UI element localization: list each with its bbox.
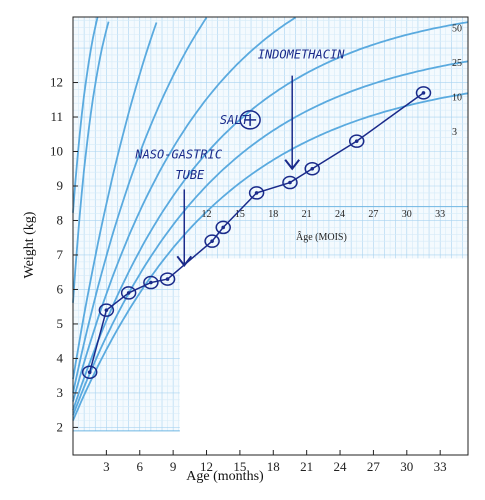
x-tick-label: 33 xyxy=(434,459,447,474)
x-tick-label: 3 xyxy=(103,459,110,474)
x-tick-label: 18 xyxy=(267,459,280,474)
data-point-ring xyxy=(282,175,298,190)
inset-tick-label: 15 xyxy=(235,209,245,220)
annotation-label: INDOMETHACIN xyxy=(258,47,345,61)
y-tick-label: 9 xyxy=(57,178,64,193)
y-tick-label: 2 xyxy=(57,419,64,434)
percentile-curve xyxy=(72,60,469,416)
annotation-label: NASO-GASTRIC xyxy=(134,147,222,161)
y-tick-label: 6 xyxy=(57,281,64,296)
chart-grid xyxy=(72,17,469,432)
percentile-label: 10 xyxy=(452,92,462,103)
percentile-label: 25 xyxy=(452,58,462,69)
y-axis-title: Weight (kg) xyxy=(22,211,37,278)
x-tick-label: 30 xyxy=(400,459,413,474)
percentile-curves xyxy=(72,16,469,421)
data-point xyxy=(210,239,214,243)
data-point-ring xyxy=(159,272,176,286)
inset-axis: Âge (MOIS) 12 15 18 21 24 27 30 33 xyxy=(202,209,446,243)
percentile-curve xyxy=(72,22,158,380)
data-point-ring xyxy=(348,134,365,148)
y-tick-label: 11 xyxy=(50,109,63,124)
inset-tick-label: 24 xyxy=(335,209,345,220)
percentile-curve xyxy=(72,17,208,394)
inset-tick-label: 21 xyxy=(302,209,312,220)
x-tick-label: 15 xyxy=(233,459,246,474)
series-line xyxy=(88,92,424,373)
data-point-ring xyxy=(248,186,265,200)
data-point xyxy=(126,291,131,295)
data-point-ring xyxy=(215,220,231,235)
data-point-ring xyxy=(204,234,220,248)
annotation-label: TUBE xyxy=(175,168,205,182)
data-point xyxy=(254,191,259,195)
arrow-head xyxy=(176,255,193,267)
inset-axis-label: Âge (MOIS) xyxy=(296,231,347,243)
inset-tick-label: 27 xyxy=(368,209,378,220)
annotation-label: SALT xyxy=(220,113,250,127)
y-tick-label: 10 xyxy=(50,144,63,159)
y-tick-label: 8 xyxy=(57,212,64,227)
percentile-curve xyxy=(72,16,296,402)
data-point-ring xyxy=(304,161,320,176)
data-series xyxy=(81,86,432,379)
percentile-curve xyxy=(72,92,469,421)
data-point xyxy=(354,139,359,143)
percentile-label: 3 xyxy=(452,127,457,138)
y-tick-label: 3 xyxy=(57,385,64,400)
inset-tick-label: 12 xyxy=(202,209,212,220)
y-tick-label: 5 xyxy=(57,316,64,331)
annotation-arrows xyxy=(176,75,300,267)
data-point-ring xyxy=(143,275,159,290)
data-point xyxy=(288,180,292,185)
plot-frame xyxy=(72,16,469,456)
percentile-curve xyxy=(72,17,99,213)
x-tick-label: 6 xyxy=(137,459,144,474)
y-tick-label: 12 xyxy=(50,75,63,90)
y-axis-ticks: 2 3 4 5 6 7 8 9 10 11 12 xyxy=(50,75,78,434)
grid-panel-left xyxy=(73,17,180,431)
data-point xyxy=(221,225,226,230)
x-tick-label: 9 xyxy=(170,459,177,474)
percentile-curve xyxy=(72,21,110,303)
percentile-curve xyxy=(72,21,469,411)
handwritten-annotations: SALT NASO-GASTRIC TUBE INDOMETHACIN xyxy=(134,47,345,182)
arrow-head xyxy=(284,159,300,171)
x-axis-ticks: 3 6 9 12 15 18 21 24 27 30 33 xyxy=(103,450,447,474)
data-point xyxy=(310,166,315,171)
data-point xyxy=(87,370,92,375)
x-axis-title: Age (months) xyxy=(186,469,264,484)
data-point-ring xyxy=(98,303,115,317)
salt-symbol xyxy=(239,110,261,130)
x-tick-label: 27 xyxy=(367,459,381,474)
data-point-ring xyxy=(415,86,432,100)
inset-tick-label: 30 xyxy=(402,209,412,220)
x-tick-label: 21 xyxy=(300,459,313,474)
data-point-ring xyxy=(81,365,98,379)
y-tick-label: 7 xyxy=(57,247,64,262)
data-point xyxy=(165,277,170,281)
inset-tick-label: 18 xyxy=(268,209,278,220)
data-point-ring xyxy=(120,286,137,300)
percentile-labels: 50 25 10 3 xyxy=(452,23,462,137)
percentile-label: 50 xyxy=(452,23,462,34)
x-tick-label: 24 xyxy=(334,459,348,474)
x-tick-label: 12 xyxy=(200,459,213,474)
inset-tick-label: 33 xyxy=(435,209,445,220)
data-point xyxy=(104,308,109,312)
data-point xyxy=(149,280,153,285)
y-tick-label: 4 xyxy=(57,350,64,365)
data-point xyxy=(421,91,426,95)
